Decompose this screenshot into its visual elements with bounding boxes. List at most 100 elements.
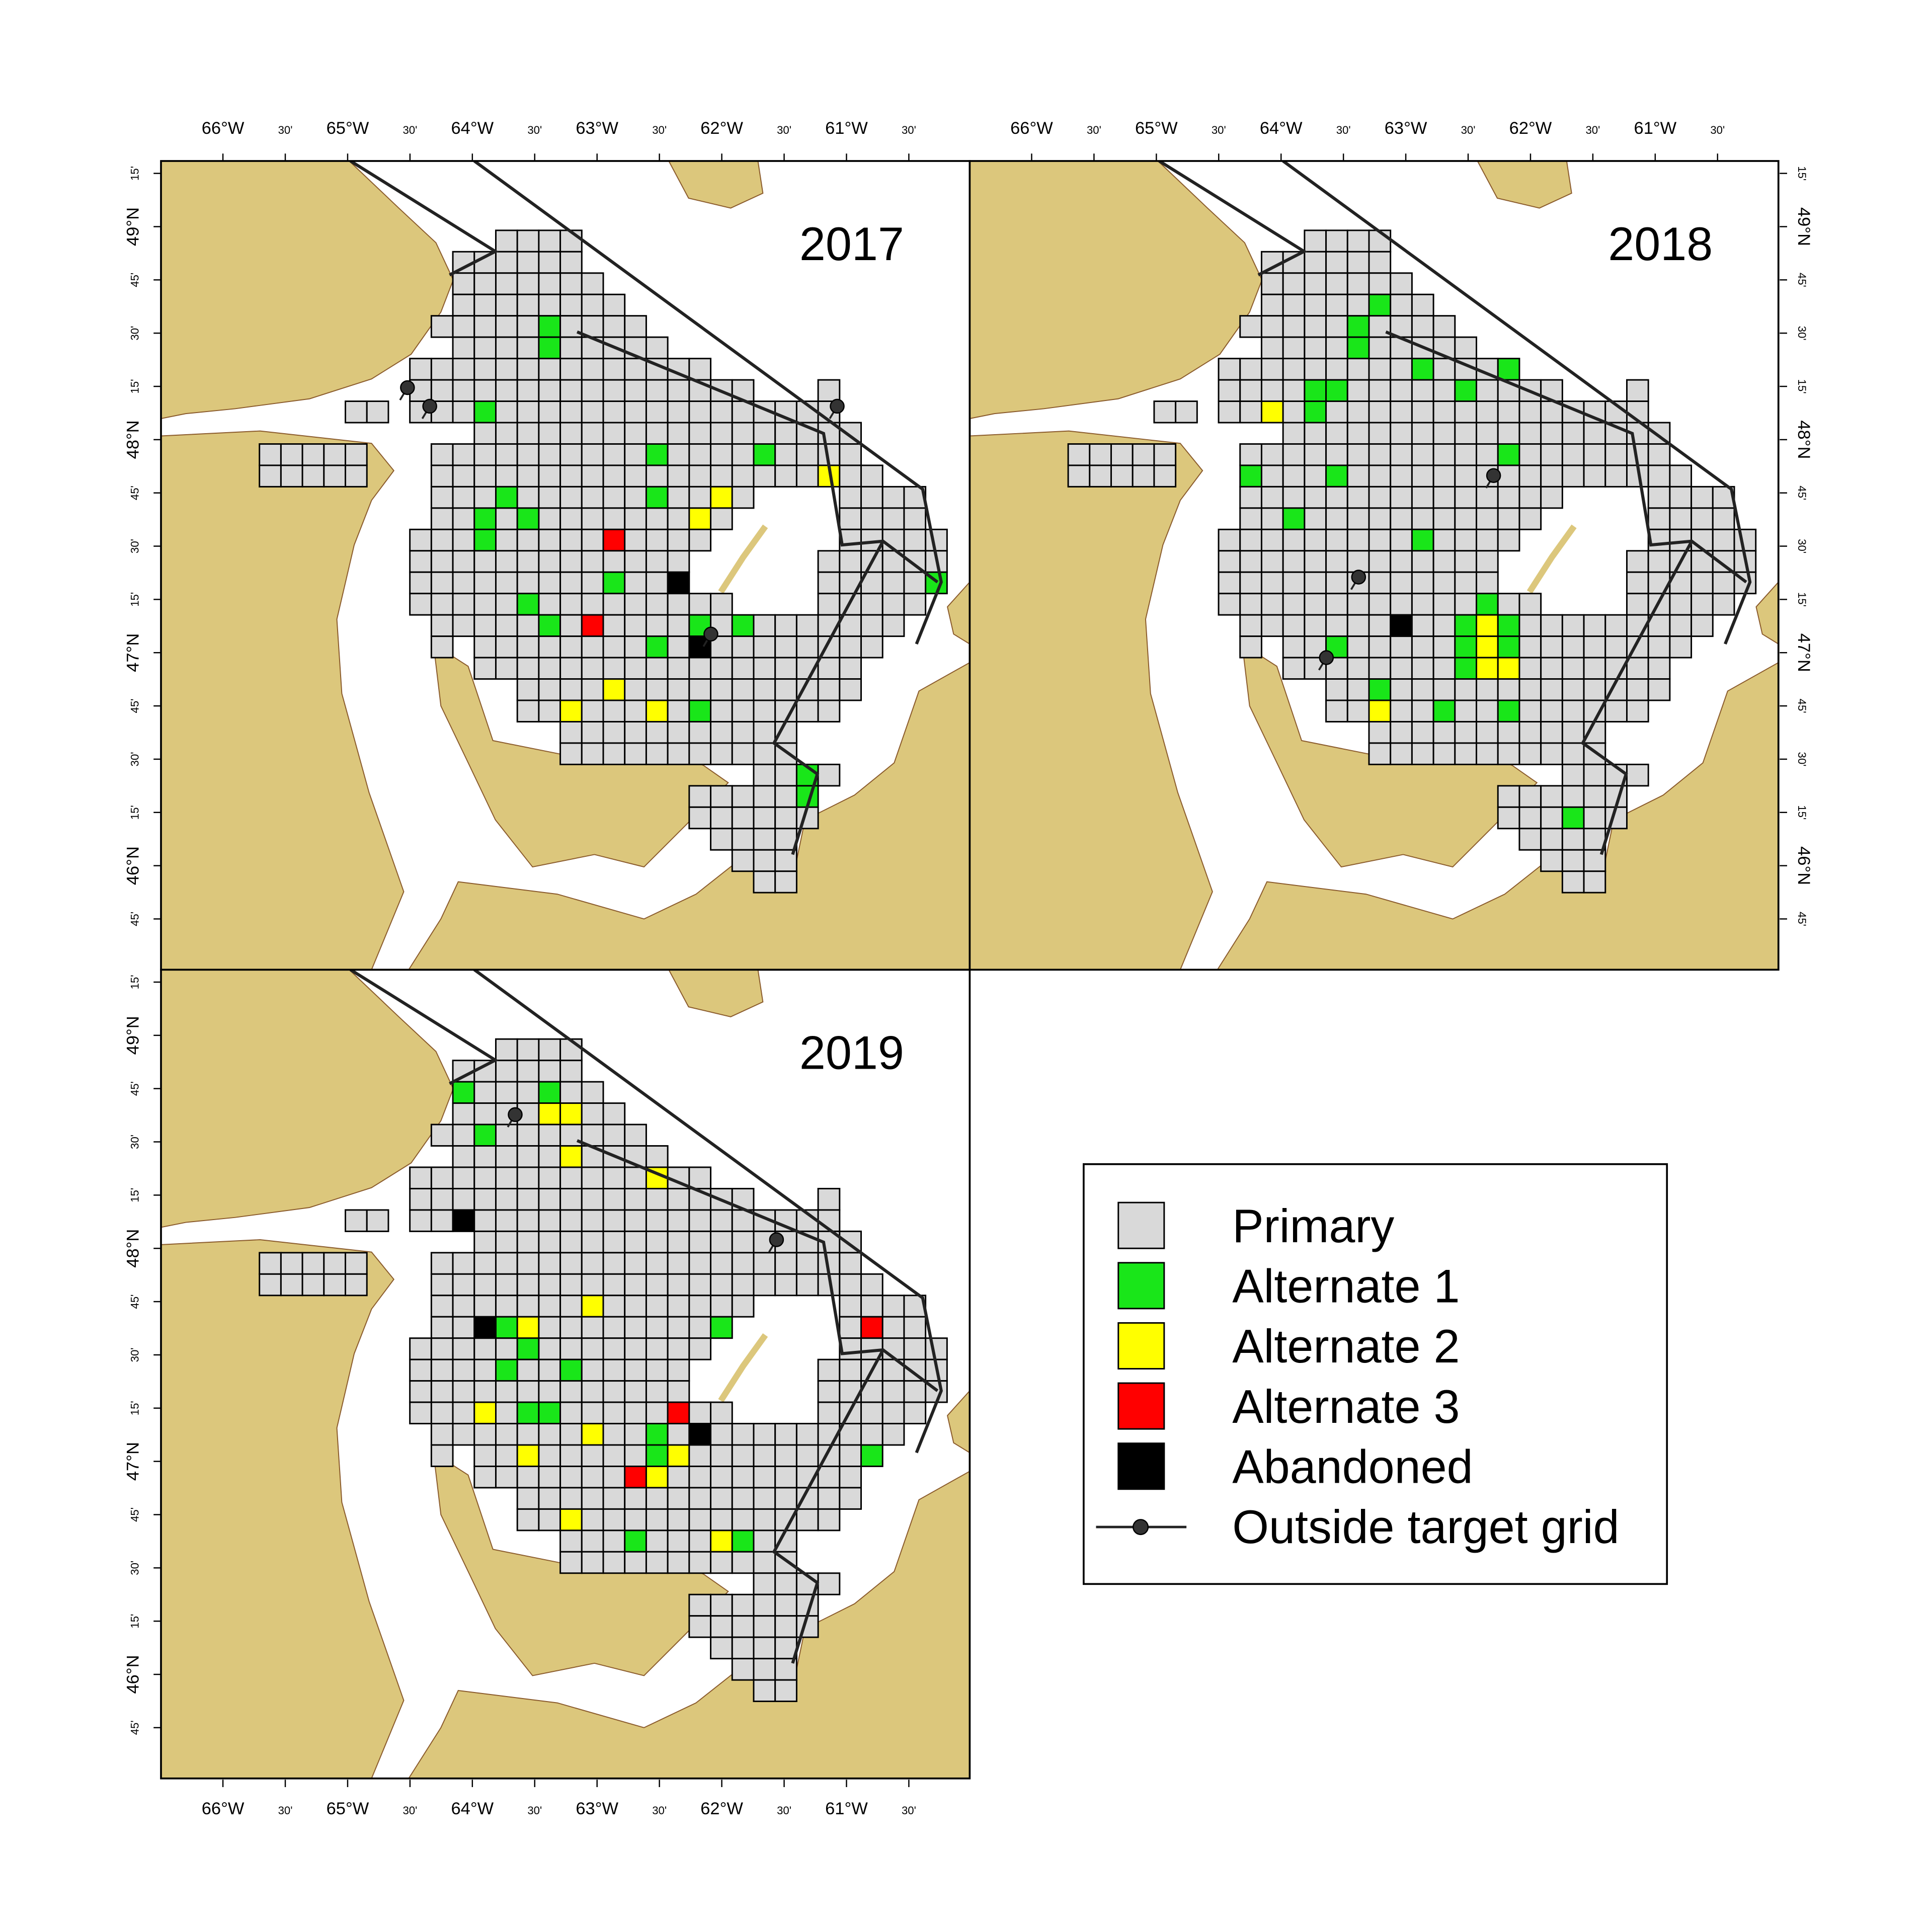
grid-cell [1089,464,1112,488]
grid-cell [538,1166,561,1189]
grid-cell [1304,379,1327,403]
grid-cell [624,400,647,424]
lat-label: 45' [129,1720,141,1735]
grid-cell [1518,486,1542,509]
grid-cell [430,1209,454,1232]
grid-cell [839,1465,862,1489]
grid-cell [1218,528,1241,552]
grid-cell [430,1252,454,1275]
grid-cell [559,528,583,552]
grid-cell [710,1487,733,1510]
grid-cell [602,400,626,424]
grid-cell [1411,358,1434,381]
grid-cell [881,1316,905,1339]
grid-cell [624,1465,647,1489]
grid-cell [1282,571,1306,595]
grid-cell [624,422,647,445]
grid-cell [430,1123,454,1147]
grid-cell [1411,742,1434,765]
grid-cell [1325,464,1348,488]
grid-cell [581,358,604,381]
grid-cell [1368,528,1392,552]
grid-cell [1540,422,1563,445]
grid-cell [645,1444,669,1467]
grid-cell [516,1273,540,1297]
grid-cell [1476,571,1499,595]
grid-cell [774,1593,797,1617]
lat-label: 30' [1796,539,1808,553]
grid-cell [624,379,647,403]
grid-cell [1304,400,1327,424]
outside-point [830,398,845,414]
grid-cell [538,1252,561,1275]
boundary-line [1158,161,1308,277]
grid-cell [710,1444,733,1467]
grid-cell [731,422,755,445]
legend-label: Alternate 2 [1232,1320,1460,1373]
grid-cell [1411,571,1434,595]
grid-cell [860,1316,883,1339]
grid-cell [753,699,776,722]
grid-cell [1368,358,1392,381]
grid-cell [1432,379,1456,403]
grid-cell [1304,614,1327,637]
grid-cell [602,1508,626,1532]
grid-cell [710,1636,733,1660]
grid-cell [774,422,797,445]
land [161,970,454,1228]
grid-cell [473,358,497,381]
grid-cell [624,614,647,637]
grid-cell [710,443,733,466]
lat-label: 15' [129,1401,141,1415]
grid-cell [817,1572,841,1595]
grid-cell [1239,486,1262,509]
grid-cell [1540,720,1563,744]
grid-cell [1346,678,1370,701]
grid-cell [839,1295,862,1318]
grid-cell [753,1487,776,1510]
grid-cell [516,272,540,295]
grid-cell [710,1465,733,1489]
grid-cell [731,1658,755,1681]
grid-cell [624,1209,647,1232]
grid-cell [1454,443,1477,466]
grid-cell [645,1551,669,1574]
grid-cell [645,528,669,552]
grid-cell [688,785,712,808]
grid-cell [1497,720,1520,744]
grid-cell [323,464,346,488]
grid-cell [1368,272,1392,295]
grid-cell [1432,550,1456,573]
grid-cell [1260,507,1284,530]
grid-cell [516,443,540,466]
grid-cell [881,1380,905,1403]
grid-cell [645,1337,669,1360]
grid-cell [1669,635,1693,659]
lat-label: 15' [1796,592,1808,607]
grid-cell [1432,742,1456,765]
grid-cell [1497,358,1520,381]
grid-cell [710,486,733,509]
grid-cell [753,806,776,830]
grid-cell [710,828,733,851]
grid-cell [881,507,905,530]
lat-label: 48°N [1794,420,1813,459]
grid-cell [473,614,497,637]
grid-cell [710,742,733,765]
grid-cell [602,593,626,616]
grid-cell [688,486,712,509]
grid-cell [581,1444,604,1467]
grid-cell [323,443,346,466]
land [947,1390,970,1454]
grid-cell [1691,486,1714,509]
grid-cell [753,657,776,680]
grid-cell [581,422,604,445]
grid-cell [559,1487,583,1510]
grid-cell [753,635,776,659]
legend-label: Alternate 1 [1232,1260,1460,1313]
grid-cell [516,571,540,595]
grid-cell [473,1252,497,1275]
grid-cell [1239,550,1262,573]
grid-cell [1218,593,1241,616]
grid-cell [602,1530,626,1553]
